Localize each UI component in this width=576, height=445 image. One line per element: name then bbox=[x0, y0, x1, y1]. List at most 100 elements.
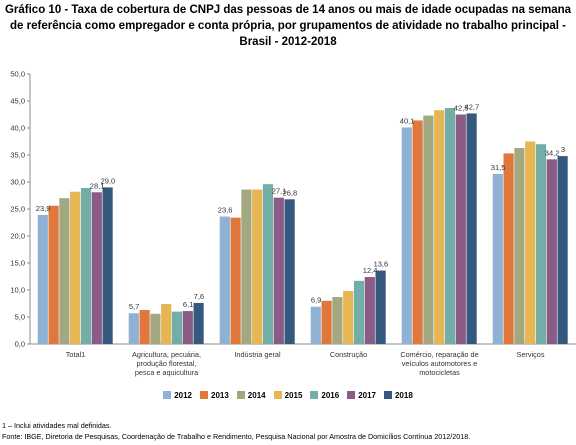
data-label: 6,9 bbox=[311, 296, 321, 305]
bar-2016 bbox=[535, 144, 547, 344]
bar-2017 bbox=[182, 311, 193, 344]
data-label: 29,0 bbox=[101, 176, 116, 185]
legend-label: 2015 bbox=[284, 391, 303, 400]
legend-label: 2018 bbox=[394, 391, 413, 400]
category-label: Indústria geral bbox=[234, 350, 281, 359]
data-label: 42,7 bbox=[465, 102, 480, 111]
legend-label: 2016 bbox=[321, 391, 340, 400]
legend-item-2012: 2012 bbox=[163, 391, 192, 400]
data-label: 40,1 bbox=[400, 116, 415, 125]
legend-item-2014: 2014 bbox=[236, 391, 266, 400]
data-label: 34,2 bbox=[545, 148, 560, 157]
data-label: 12,4 bbox=[363, 266, 378, 275]
legend-item-2015: 2015 bbox=[273, 391, 303, 400]
bar-2016 bbox=[444, 108, 456, 345]
y-tick-label: 5,0 bbox=[15, 313, 25, 322]
data-label: 23,9 bbox=[36, 204, 51, 213]
bar-2013 bbox=[321, 300, 332, 344]
legend-label: 2013 bbox=[211, 391, 229, 400]
bar-2018 bbox=[557, 156, 568, 344]
bar-2014 bbox=[59, 198, 70, 344]
bar-2013 bbox=[503, 153, 514, 344]
legend-swatch bbox=[163, 391, 172, 399]
bar-2015 bbox=[434, 110, 445, 345]
bar-2014 bbox=[514, 147, 525, 344]
bar-2017 bbox=[91, 192, 102, 344]
bar-2015 bbox=[70, 191, 81, 344]
legend-swatch bbox=[273, 391, 282, 399]
bar-2017 bbox=[546, 159, 557, 344]
legend-label: 2012 bbox=[174, 391, 192, 400]
y-tick-label: 40,0 bbox=[10, 124, 25, 133]
category-label: pesca e aquicultura bbox=[135, 368, 199, 377]
data-label: 26,8 bbox=[283, 188, 298, 197]
bar-2014 bbox=[332, 297, 343, 344]
y-tick-label: 20,0 bbox=[10, 232, 25, 241]
y-tick-label: 25,0 bbox=[10, 205, 25, 214]
data-label: 5,7 bbox=[129, 302, 139, 311]
bar-2012 bbox=[401, 127, 412, 345]
chart-title-line: de referência como empregador e conta pr… bbox=[10, 20, 566, 32]
data-label: 23,6 bbox=[218, 206, 233, 215]
legend-item-2013: 2013 bbox=[200, 391, 229, 400]
chart-title-line: Brasil - 2012-2018 bbox=[239, 36, 337, 48]
legend-label: 2014 bbox=[247, 391, 266, 400]
data-label: 7,6 bbox=[194, 292, 204, 301]
legend-item-2016: 2016 bbox=[310, 391, 339, 400]
bar-2014 bbox=[423, 115, 434, 344]
legend-label: 2017 bbox=[358, 391, 376, 400]
chart-title-line: Gráfico 10 - Taxa de cobertura de CNPJ d… bbox=[4, 4, 572, 16]
bar-2013 bbox=[139, 309, 150, 344]
bar-2017 bbox=[364, 277, 375, 344]
bar-2014 bbox=[150, 313, 161, 344]
bar-2015 bbox=[525, 141, 536, 344]
y-tick-label: 10,0 bbox=[10, 286, 25, 295]
legend-swatch bbox=[310, 391, 319, 399]
category-label: Total1 bbox=[66, 350, 85, 359]
category-label: Agricultura, pecuária, bbox=[132, 350, 201, 359]
bar-2018 bbox=[466, 113, 477, 344]
data-label: 31,5 bbox=[491, 163, 506, 172]
bar-2012 bbox=[492, 173, 503, 344]
category-label: produção florestal, bbox=[136, 359, 196, 368]
data-label: 13,6 bbox=[374, 260, 389, 269]
bar-2012 bbox=[310, 306, 321, 344]
bar-2014 bbox=[241, 189, 252, 344]
legend-swatch bbox=[236, 391, 245, 399]
legend-item-2017: 2017 bbox=[347, 391, 376, 400]
bar-2015 bbox=[252, 189, 263, 344]
bar-2018 bbox=[375, 270, 386, 344]
category-label: Comércio, reparação de bbox=[400, 350, 478, 359]
legend-item-2018: 2018 bbox=[383, 391, 413, 400]
bar-2013 bbox=[412, 120, 423, 344]
y-tick-label: 30,0 bbox=[10, 178, 25, 187]
data-label: 6,1 bbox=[183, 300, 193, 309]
bar-2018 bbox=[102, 187, 113, 344]
y-tick-label: 35,0 bbox=[10, 151, 25, 160]
bar-2012 bbox=[128, 313, 139, 344]
footnote-source: Fonte: IBGE, Diretoria de Pesquisas, Coo… bbox=[2, 432, 471, 441]
bar-2013 bbox=[48, 205, 59, 344]
y-tick-label: 50,0 bbox=[10, 70, 25, 79]
bar-2016 bbox=[353, 280, 365, 344]
bar-2016 bbox=[171, 311, 183, 344]
y-tick-label: 45,0 bbox=[10, 97, 25, 106]
bar-2015 bbox=[161, 304, 172, 344]
y-tick-label: 0,0 bbox=[15, 340, 25, 349]
data-label: 28,1 bbox=[90, 181, 105, 190]
bar-2018 bbox=[193, 302, 204, 344]
data-label: 42,5 bbox=[454, 104, 469, 113]
y-tick-label: 15,0 bbox=[10, 259, 25, 268]
bar-2018 bbox=[284, 199, 295, 344]
category-label: motocicletas bbox=[419, 368, 460, 377]
bar-2012 bbox=[219, 216, 230, 344]
bar-2017 bbox=[455, 114, 466, 344]
data-label: 3 bbox=[561, 145, 565, 154]
chart-title: Gráfico 10 - Taxa de cobertura de CNPJ d… bbox=[0, 2, 576, 50]
chart-legend: 2012 2013 2014 2015 2016 2017 2018 bbox=[0, 391, 576, 400]
bar-2016 bbox=[262, 184, 274, 344]
category-label: veículos automotores e bbox=[402, 359, 477, 368]
data-label: 27,1 bbox=[272, 187, 287, 196]
bar-2016 bbox=[80, 187, 92, 344]
